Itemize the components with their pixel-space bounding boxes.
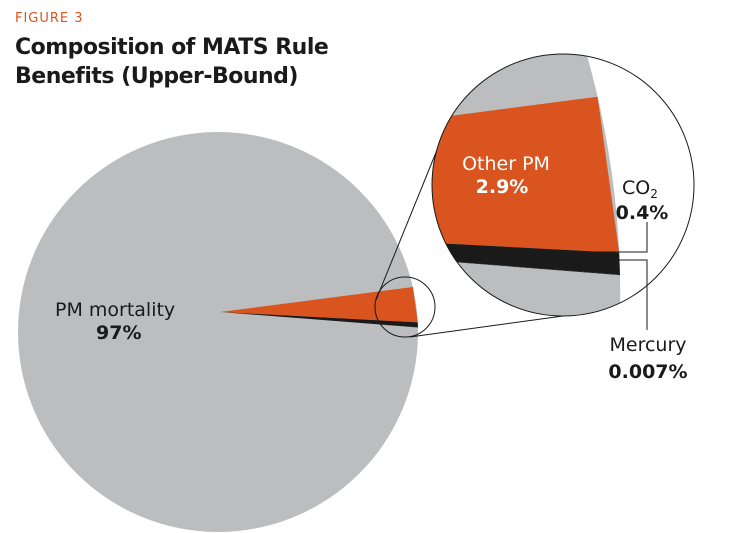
magnify-source-circle — [374, 276, 436, 338]
slice-other-pm — [220, 286, 418, 323]
inset-pie — [432, 54, 621, 316]
main-pie — [18, 132, 418, 532]
inset-circle — [431, 53, 695, 317]
inset-slice-co2 — [432, 242, 620, 275]
inset-slice-mercury — [432, 259, 620, 276]
value-mercury: 0.007% — [608, 361, 687, 383]
slice-pm-mortality — [18, 132, 418, 532]
slice-mercury — [220, 312, 418, 328]
co2-leader-line — [596, 222, 648, 253]
value-pm-mortality: 97% — [96, 322, 141, 344]
label-pm-mortality: PM mortality — [55, 299, 175, 321]
title-line-1: Composition of MATS Rule — [15, 35, 329, 60]
mercury-leader-line — [596, 259, 648, 330]
title-line-2: Benefits (Upper-Bound) — [15, 64, 298, 89]
chart-title: Composition of MATS Rule Benefits (Upper… — [15, 33, 329, 91]
label-other-pm: Other PM — [462, 153, 550, 175]
slice-co2 — [220, 312, 418, 328]
inset-slice-other-pm — [432, 96, 620, 253]
connector-line-top — [375, 149, 438, 301]
value-co2: 0.4% — [616, 202, 669, 224]
figure-label: FIGURE 3 — [15, 11, 84, 26]
label-mercury: Mercury — [609, 334, 686, 356]
connector-line-bottom — [409, 315, 564, 338]
value-other-pm: 2.9% — [476, 176, 529, 198]
